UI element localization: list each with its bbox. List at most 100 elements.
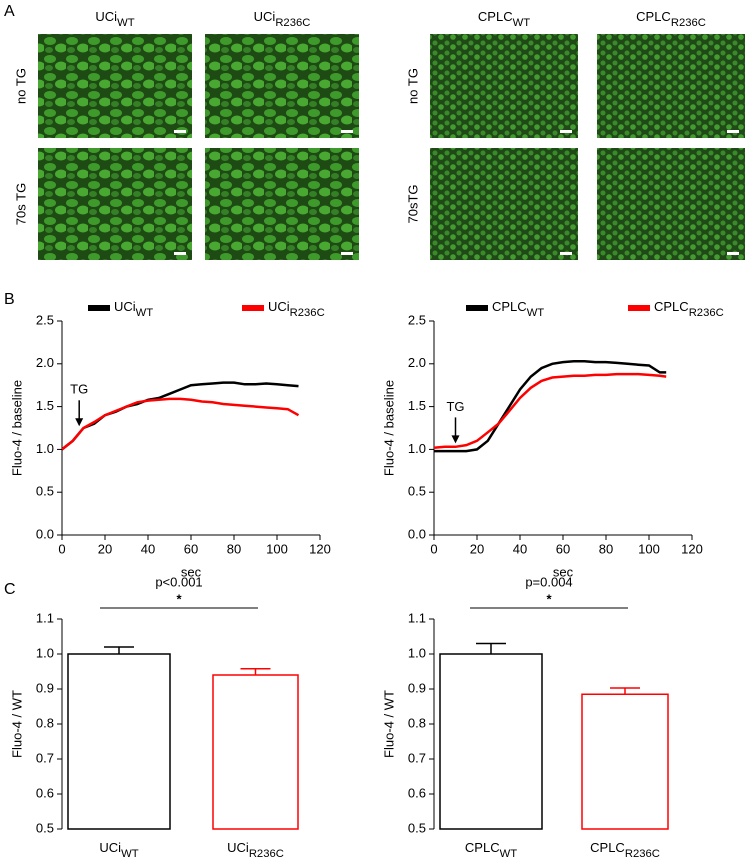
y-axis-label: Fluo-4 / baseline xyxy=(9,380,24,476)
x-tick-label-sub: R236C xyxy=(625,848,660,858)
legend-label-base: CPLC xyxy=(654,299,689,314)
column-label: CPLCWT xyxy=(478,9,530,29)
y-tick-label: 1.5 xyxy=(408,398,426,413)
legend-label-sub: R236C xyxy=(689,307,724,319)
x-tick-label-sub: WT xyxy=(121,848,139,858)
y-tick-label: 2.5 xyxy=(408,312,426,327)
x-tick-label: 40 xyxy=(141,541,155,556)
x-tick-label: CPLCR236C xyxy=(590,840,660,858)
x-tick-label-base: UCi xyxy=(227,840,249,855)
y-axis-label: Fluo-4 / WT xyxy=(9,690,24,758)
legend-label: UCiR236C xyxy=(268,299,325,319)
legend-label: UCiWT xyxy=(114,299,153,319)
legend-label-sub: WT xyxy=(527,307,545,319)
significance-label: p<0.001 xyxy=(155,574,202,589)
bar xyxy=(212,674,299,830)
scale-bar xyxy=(727,130,739,133)
bar xyxy=(581,693,669,830)
x-tick-label: 20 xyxy=(470,541,484,556)
scale-bar xyxy=(174,130,186,133)
y-tick-label: 0.9 xyxy=(36,680,54,695)
x-tick-label: 80 xyxy=(227,541,241,556)
annotation-arrowhead xyxy=(75,418,84,427)
y-tick-label: 1.1 xyxy=(36,610,54,625)
row-label: no TG xyxy=(13,68,28,104)
x-tick-label-sub: R236C xyxy=(249,848,284,858)
x-tick-label: 120 xyxy=(309,541,331,556)
x-tick-label: 80 xyxy=(599,541,613,556)
x-tick-label: 120 xyxy=(681,541,703,556)
annotation-arrowhead xyxy=(451,435,460,444)
row-label: 70s TG xyxy=(13,183,28,225)
y-tick-label: 0.0 xyxy=(36,526,54,541)
micrograph xyxy=(205,34,359,138)
x-tick-label: 60 xyxy=(556,541,570,556)
y-tick-label: 0.8 xyxy=(36,715,54,730)
y-tick-label: 0.9 xyxy=(408,680,426,695)
micrograph xyxy=(38,148,192,260)
legend-label: CPLCR236C xyxy=(654,299,724,319)
x-tick-label: 20 xyxy=(98,541,112,556)
error-bar xyxy=(476,642,506,654)
micrograph xyxy=(205,148,359,260)
panel-label: B xyxy=(4,291,15,308)
significance-label: p=0.004 xyxy=(525,574,572,589)
x-tick-label: UCiR236C xyxy=(227,840,284,858)
x-axis-label: sec xyxy=(181,564,202,579)
row-label: 70sTG xyxy=(405,184,420,223)
legend-label-base: UCi xyxy=(268,299,290,314)
x-tick-label-base: CPLC xyxy=(590,840,625,855)
y-axis-label: Fluo-4 / WT xyxy=(381,690,396,758)
y-tick-label: 0.6 xyxy=(408,785,426,800)
bar xyxy=(439,653,543,830)
column-label-sub: R236C xyxy=(671,17,706,29)
significance-marker: * xyxy=(546,591,552,606)
micrograph xyxy=(597,148,745,260)
y-tick-label: 1.0 xyxy=(408,441,426,456)
y-tick-label: 1.0 xyxy=(36,441,54,456)
x-tick-label: 0 xyxy=(58,541,65,556)
x-tick-label: 100 xyxy=(638,541,660,556)
y-tick-label: 0.5 xyxy=(36,484,54,499)
scale-bar xyxy=(560,130,572,133)
column-label-sub: WT xyxy=(513,17,531,29)
panel-label: C xyxy=(4,581,16,598)
x-tick-label: CPLCWT xyxy=(465,840,517,858)
y-tick-label: 1.5 xyxy=(36,398,54,413)
x-tick-label: 60 xyxy=(184,541,198,556)
column-label-sub: R236C xyxy=(275,17,310,29)
y-tick-label: 0.0 xyxy=(408,526,426,541)
column-label-sub: WT xyxy=(117,17,135,29)
column-label-base: CPLC xyxy=(636,9,671,24)
y-tick-label: 2.0 xyxy=(36,355,54,370)
legend-label-sub: WT xyxy=(136,307,154,319)
scale-bar xyxy=(174,252,186,255)
scale-bar xyxy=(560,252,572,255)
y-tick-label: 0.7 xyxy=(408,750,426,765)
significance-marker: * xyxy=(176,591,182,606)
annotation: TG xyxy=(70,382,88,397)
x-tick-label-base: CPLC xyxy=(465,840,500,855)
annotation: TG xyxy=(446,399,464,414)
y-tick-label: 0.6 xyxy=(36,785,54,800)
scale-bar xyxy=(341,252,353,255)
y-tick-label: 1.0 xyxy=(36,645,54,660)
error-bar xyxy=(104,646,134,654)
x-tick-label: 100 xyxy=(266,541,288,556)
series-line xyxy=(434,359,667,453)
legend-label-base: CPLC xyxy=(492,299,527,314)
micrograph xyxy=(597,34,745,138)
column-label-base: CPLC xyxy=(478,9,513,24)
y-tick-label: 0.5 xyxy=(36,820,54,835)
column-label-base: UCi xyxy=(254,9,276,24)
series-line xyxy=(61,381,299,451)
legend-label-base: UCi xyxy=(114,299,136,314)
column-label-base: UCi xyxy=(95,9,117,24)
y-tick-label: 0.7 xyxy=(36,750,54,765)
x-tick-label-sub: WT xyxy=(500,848,518,858)
column-label: UCiR236C xyxy=(254,9,311,29)
y-tick-label: 2.5 xyxy=(36,312,54,327)
panel-label: A xyxy=(4,3,15,20)
error-bar xyxy=(240,667,271,675)
